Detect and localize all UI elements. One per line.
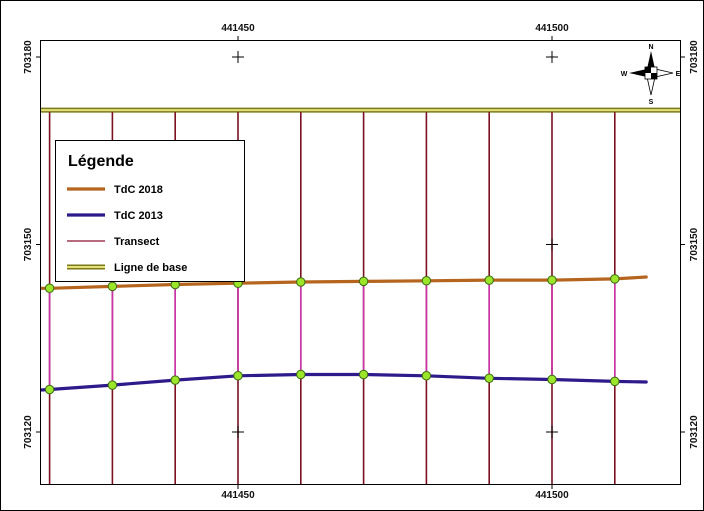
baseline-layer	[41, 107, 680, 113]
grid-cross	[546, 51, 558, 63]
grid-cross	[546, 426, 558, 438]
east-label: E	[676, 71, 681, 78]
coastline-2018	[41, 275, 648, 290]
y-tick-label-right: 703150	[689, 227, 700, 261]
intersection-point	[170, 375, 180, 385]
legend-swatch-double-inner	[67, 266, 105, 268]
legend-item-label: Transect	[114, 236, 160, 248]
intersection-point	[107, 281, 118, 292]
intersection-point	[233, 371, 243, 381]
legend-item: TdC 2013	[67, 210, 163, 222]
coastline-2013	[41, 372, 648, 392]
intersection-point	[421, 371, 432, 381]
baseline-inner	[41, 109, 680, 112]
y-tick-label-left: 703180	[23, 40, 34, 74]
grid-cross	[546, 238, 558, 251]
y-tick-label-left: 703120	[23, 415, 34, 449]
intersection-point	[296, 369, 306, 380]
y-tick-label-right: 703120	[689, 415, 700, 449]
intersection-point	[484, 275, 494, 285]
legend-item-label: TdC 2018	[114, 184, 163, 196]
x-tick-label-top: 441450	[221, 23, 255, 34]
intersection-point	[610, 376, 620, 387]
legend-item-label: Ligne de base	[114, 262, 187, 274]
north-label: N	[648, 44, 653, 51]
x-tick-label-bottom: 441500	[535, 490, 569, 501]
transect-segment-layer	[48, 278, 616, 390]
north-arrow-icon: N S E W	[621, 44, 681, 106]
grid-cross-layer	[232, 51, 558, 438]
legend-box	[55, 140, 245, 282]
intersection-point	[484, 373, 494, 383]
x-tick-label-top: 441500	[535, 23, 569, 34]
legend-title: Légende	[68, 153, 134, 170]
legend-item: TdC 2018	[67, 184, 163, 196]
intersection-point	[547, 275, 557, 285]
west-label: W	[621, 71, 628, 78]
legend-item-label: TdC 2013	[114, 210, 163, 222]
legend-items: TdC 2018 TdC 2013 Transect Ligne de base	[67, 184, 187, 274]
south-label: S	[649, 99, 654, 106]
intersection-point	[547, 374, 557, 385]
y-tick-label-right: 703180	[689, 40, 700, 74]
intersection-point	[358, 276, 369, 287]
y-tick-label-left: 703150	[23, 227, 34, 261]
x-tick-label-bottom: 441450	[221, 490, 255, 501]
intersection-point	[44, 384, 55, 395]
intersection-point	[358, 369, 369, 380]
coastline-layer	[41, 275, 648, 392]
intersection-point	[421, 276, 432, 286]
intersection-point-layer	[44, 274, 620, 395]
legend-item: Transect	[67, 236, 160, 248]
grid-cross	[232, 51, 244, 63]
intersection-point	[610, 274, 620, 284]
legend-item: Ligne de base	[67, 262, 187, 274]
grid-cross	[232, 426, 244, 438]
legend: Légende TdC 2018 TdC 2013 Transect Ligne de…	[55, 140, 245, 282]
intersection-point	[296, 277, 306, 287]
coordinate-tick-layer: 441450 441450 441500 441500 703180 703180 7031…	[23, 23, 700, 501]
intersection-point	[107, 380, 118, 390]
intersection-point	[44, 283, 55, 293]
